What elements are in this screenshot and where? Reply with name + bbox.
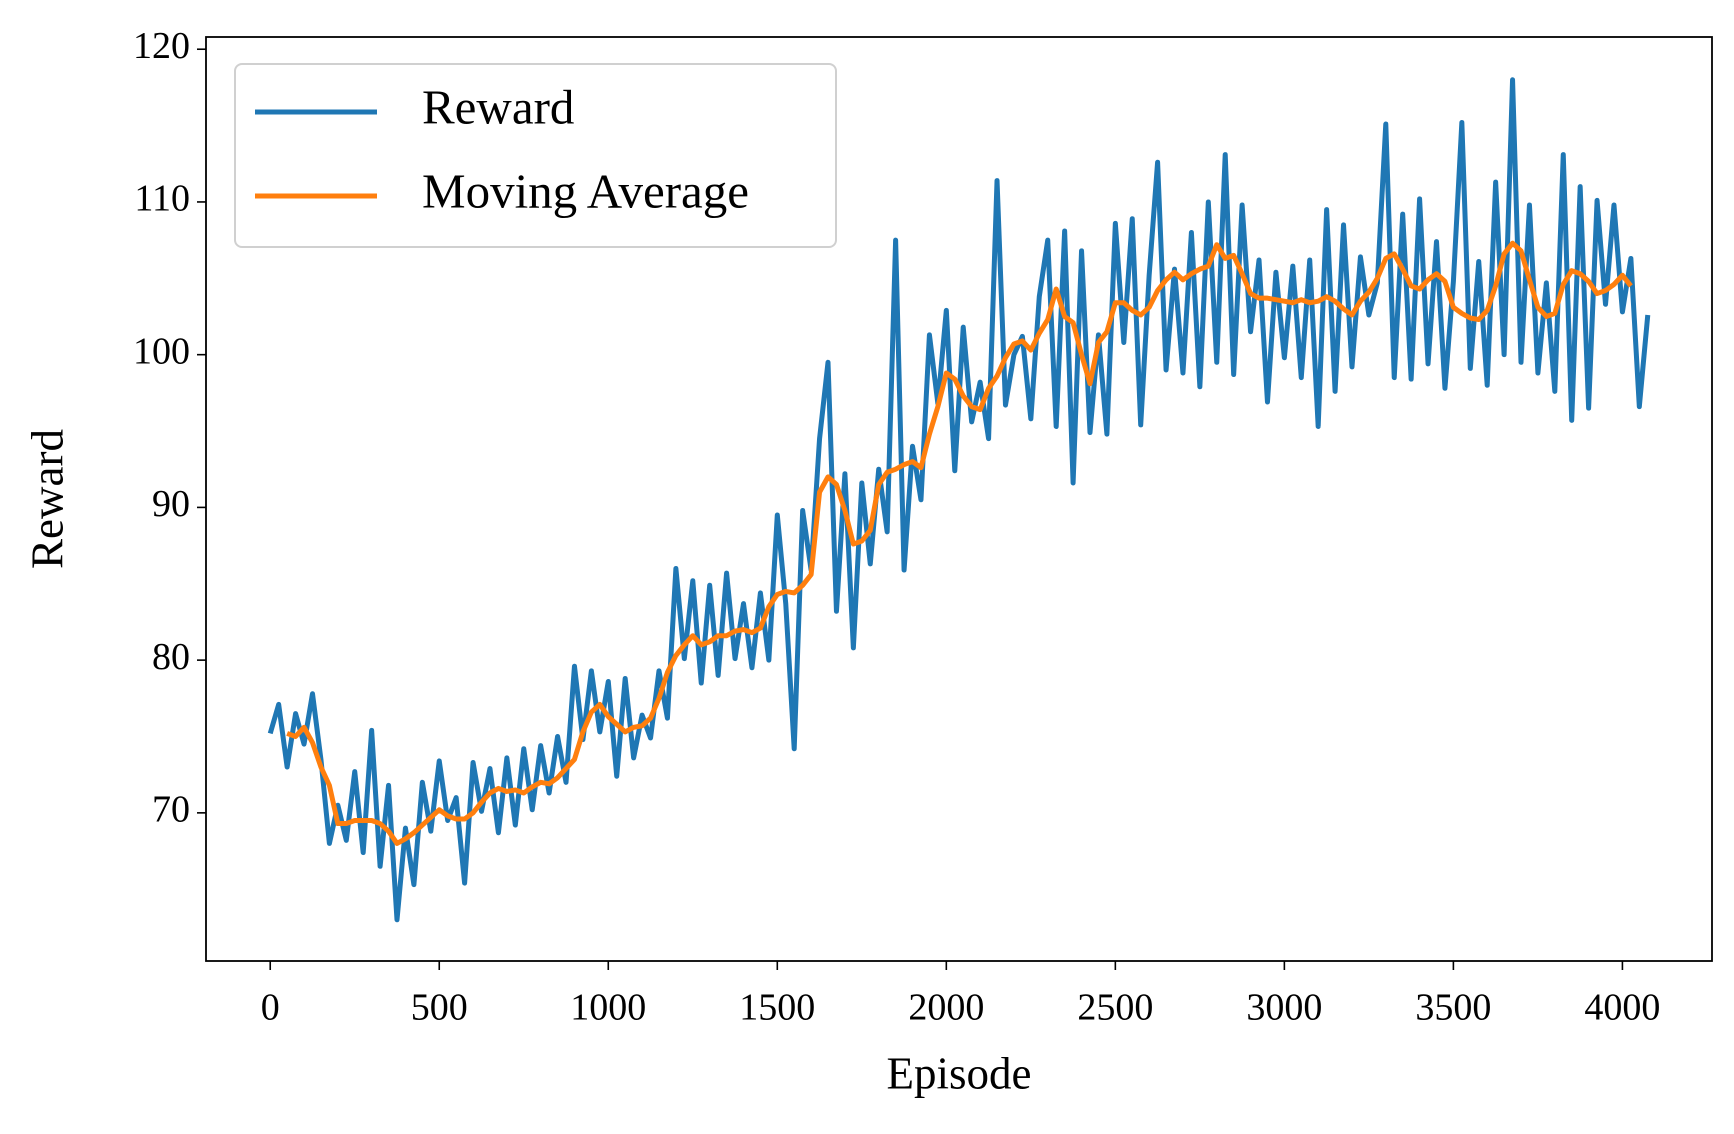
x-tick-label: 3000	[1246, 987, 1322, 1029]
y-tick-label: 70	[152, 789, 190, 831]
x-tick-label: 1000	[570, 987, 646, 1029]
x-tick-label: 2000	[908, 987, 984, 1029]
x-tick-label: 0	[261, 987, 280, 1029]
x-tick-label: 2500	[1077, 987, 1153, 1029]
y-tick-label: 90	[152, 483, 190, 525]
legend-box	[234, 63, 837, 248]
y-tick-label: 120	[133, 25, 190, 67]
series-line	[286, 240, 1633, 846]
x-tick-label: 500	[411, 987, 468, 1029]
y-tick-label: 110	[134, 178, 190, 220]
x-axis-label: Episode	[887, 1048, 1032, 1098]
y-axis-label: Reward	[22, 429, 72, 569]
x-tick-label: 4000	[1584, 987, 1660, 1029]
x-tick-label: 1500	[739, 987, 815, 1029]
legend-label: Moving Average	[422, 163, 749, 218]
plot-frame	[205, 36, 1713, 962]
y-tick-label: 80	[152, 636, 190, 678]
y-tick-label: 100	[133, 330, 190, 372]
legend-label: Reward	[422, 79, 574, 134]
x-tick-label: 3500	[1415, 987, 1491, 1029]
series-line	[267, 77, 1651, 923]
